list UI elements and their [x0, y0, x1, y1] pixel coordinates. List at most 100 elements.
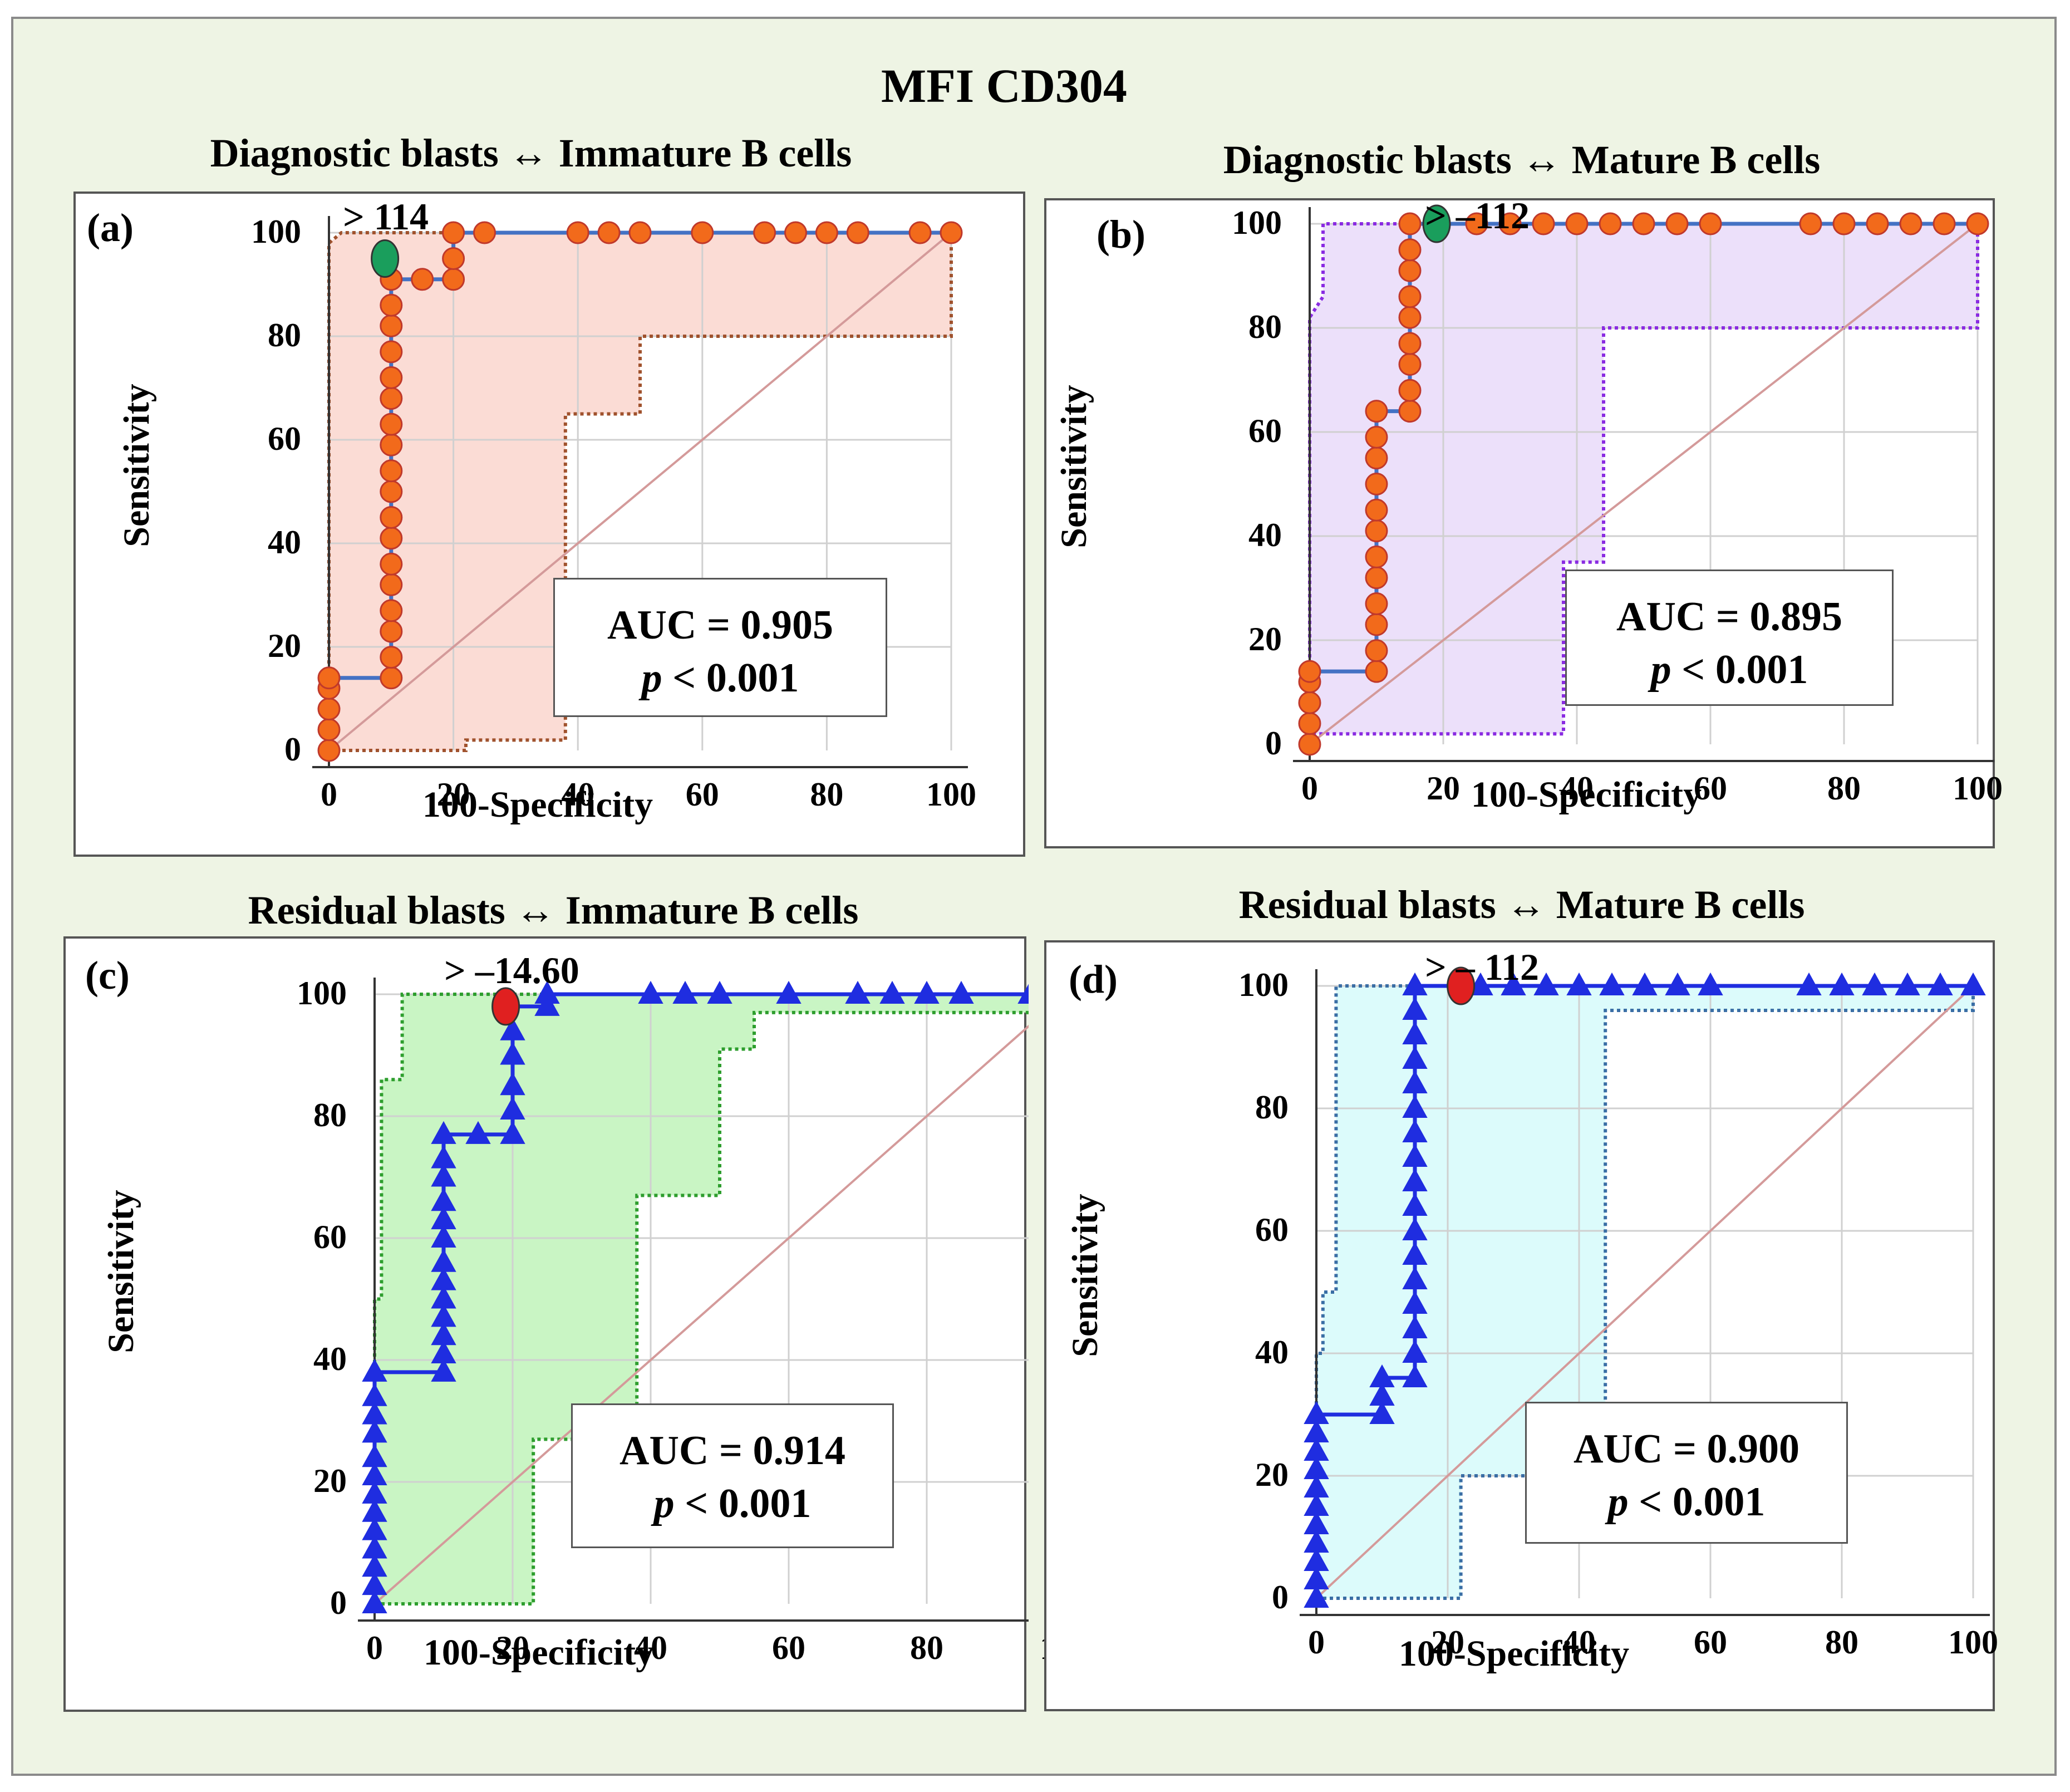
roc-plot-a — [312, 216, 968, 768]
figure: MFI CD304 Diagnostic blasts ↔ Immature B… — [11, 17, 2057, 1776]
roc-marker — [1895, 972, 1920, 995]
roc-marker — [1402, 1266, 1428, 1289]
x-tick-label: 80 — [1827, 770, 1861, 807]
x-tick-label: 20 — [1427, 770, 1460, 807]
roc-marker — [1398, 400, 1422, 423]
y-axis-label-a: Sensitivity — [116, 384, 157, 547]
roc-marker — [1402, 972, 1428, 995]
y-tick-label: 40 — [268, 524, 301, 561]
y-axis-label-c: Sensitivity — [101, 1190, 141, 1353]
x-tick-label: 100 — [1948, 1624, 1998, 1661]
roc-marker — [380, 366, 403, 389]
panel-label-a: (a) — [87, 205, 134, 250]
roc-marker — [1402, 1315, 1428, 1338]
roc-marker — [1899, 212, 1923, 235]
roc-marker — [638, 980, 663, 1004]
roc-marker — [1298, 691, 1321, 714]
roc-marker — [500, 1121, 525, 1144]
y-tick-label: 20 — [313, 1462, 347, 1499]
roc-marker — [1665, 972, 1690, 995]
roc-marker — [1304, 1584, 1329, 1608]
roc-marker — [1632, 972, 1658, 995]
roc-marker — [940, 221, 963, 244]
p-value-a: p < 0.001 — [641, 655, 799, 701]
roc-marker — [1365, 592, 1388, 616]
panel-a: (a) Sensitivity 100-Specificity > 114 AU… — [73, 192, 1025, 857]
roc-marker — [362, 1554, 387, 1577]
roc-marker — [908, 221, 932, 244]
roc-marker — [380, 314, 403, 337]
roc-marker — [776, 980, 802, 1004]
cutoff-point — [371, 239, 400, 278]
roc-marker — [1402, 1217, 1428, 1240]
roc-marker — [380, 552, 403, 576]
roc-marker — [1402, 1094, 1428, 1118]
panel-title-c: Residual blasts ↔ Immature B cells — [248, 888, 859, 932]
roc-marker — [442, 268, 465, 291]
y-tick-label: 0 — [1272, 1579, 1289, 1616]
reference-diagonal — [1309, 223, 1979, 745]
panel-title-d: Residual blasts ↔ Mature B cells — [1238, 882, 1805, 927]
roc-marker — [1402, 1241, 1428, 1265]
y-tick-label: 60 — [313, 1219, 347, 1255]
x-tick-label: 40 — [1560, 770, 1594, 807]
roc-marker — [500, 1072, 525, 1096]
roc-marker — [691, 221, 714, 244]
panel-d: (d) Sensitivity 100-Specificity > – 112 … — [1044, 940, 1998, 1711]
ci-lower-bound — [375, 1010, 1029, 1606]
roc-marker — [1365, 425, 1388, 449]
roc-marker — [1533, 972, 1559, 995]
roc-marker — [1960, 972, 1986, 995]
cutoff-label-c: > –14.60 — [444, 949, 579, 991]
roc-marker — [1304, 1511, 1329, 1534]
x-tick-label: 60 — [772, 1629, 805, 1666]
roc-marker — [431, 1267, 456, 1290]
y-tick-label: 0 — [330, 1584, 347, 1621]
roc-marker — [362, 1517, 387, 1540]
x-tick-label: 0 — [321, 776, 337, 813]
roc-marker — [1398, 352, 1422, 376]
roc-marker — [317, 698, 341, 721]
roc-marker — [431, 1206, 456, 1230]
x-tick-label: 100 — [1953, 770, 2003, 807]
x-tick-label: 60 — [685, 776, 719, 813]
y-tick-label: 80 — [1255, 1089, 1289, 1126]
roc-marker — [1532, 212, 1555, 235]
y-tick-label: 40 — [1255, 1334, 1289, 1371]
roc-marker — [1402, 1045, 1428, 1069]
roc-marker — [380, 620, 403, 643]
panel-label-c: (c) — [85, 953, 130, 998]
roc-marker — [431, 1304, 456, 1327]
roc-marker — [380, 293, 403, 317]
roc-marker — [473, 221, 496, 244]
roc-marker — [707, 980, 732, 1004]
cutoff-point — [1422, 204, 1451, 243]
roc-marker — [431, 1224, 456, 1248]
roc-marker — [566, 221, 589, 244]
roc-plot-d — [1300, 966, 1990, 1616]
roc-marker — [948, 980, 974, 1004]
roc-marker — [1599, 212, 1622, 235]
stats-box-d: AUC = 0.900 p < 0.001 — [1525, 1402, 1848, 1544]
y-tick-label: 60 — [268, 420, 301, 457]
roc-marker — [380, 573, 403, 596]
roc-marker — [1304, 1456, 1329, 1479]
cutoff-point — [1447, 966, 1476, 1005]
roc-marker — [380, 527, 403, 550]
roc-marker — [914, 980, 940, 1004]
x-tick-label: 20 — [1431, 1624, 1464, 1661]
roc-marker — [1304, 1529, 1329, 1553]
y-tick-label: 80 — [268, 317, 301, 354]
roc-marker — [362, 1590, 387, 1613]
cutoff-label-a: > 114 — [343, 195, 429, 238]
roc-marker — [1365, 613, 1388, 636]
roc-marker — [362, 1358, 387, 1382]
roc-marker — [1369, 1364, 1395, 1387]
x-tick-label: 40 — [561, 776, 595, 813]
ci-upper-bound — [373, 993, 1029, 1604]
roc-marker — [1017, 984, 1029, 1004]
panel-c: (c) Sensitivity 100-Specificity > –14.60… — [63, 936, 1090, 1712]
y-tick-label: 100 — [297, 975, 347, 1012]
roc-marker — [1365, 660, 1388, 683]
x-tick-label: 20 — [436, 776, 470, 813]
